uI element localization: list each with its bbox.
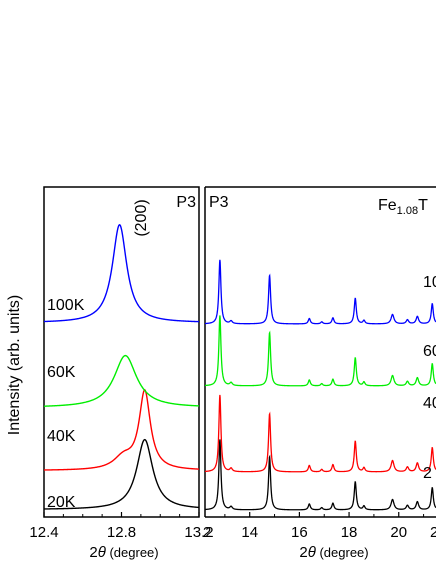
right-series-100K	[204, 259, 436, 325]
right-series-label-20K: 2	[423, 465, 432, 482]
left-series-100K	[43, 224, 200, 323]
left-tick-label-2: 13.2	[184, 524, 213, 541]
right-tick-label-0: 14	[241, 524, 258, 541]
left-x-axis-label: 2θ (degree)	[89, 544, 158, 561]
right-tick-label-2: 18	[341, 524, 358, 541]
right-series-20K	[204, 439, 436, 511]
left-tick-label-0: 12.4	[29, 524, 58, 541]
compound-prefix: Fe	[378, 197, 397, 214]
right-xlabel-theta: θ	[308, 544, 316, 561]
right-tick-label-edge-right: 2	[430, 524, 436, 541]
left-xlabel-unit: (degree)	[106, 545, 159, 560]
compound-label: Fe1.08T	[378, 197, 428, 217]
left-panel-frame	[43, 186, 200, 518]
right-xlabel-symbol: 2	[299, 544, 307, 561]
right-curves	[204, 259, 436, 511]
right-tick-label-1: 16	[291, 524, 308, 541]
left-series-labels: 20K 40K 60K 100K	[47, 297, 85, 511]
left-series-label-40K: 40K	[47, 428, 76, 445]
left-series-60K	[43, 354, 200, 407]
compound-suffix: T	[418, 197, 428, 214]
right-series-label-100K: 100	[423, 274, 436, 291]
left-panel-label: P3	[176, 194, 196, 211]
left-ticks: 12.4 12.8 13.2	[29, 512, 214, 541]
left-curves	[43, 224, 200, 510]
right-series-40K	[204, 394, 436, 473]
right-series-label-60K: 60	[423, 343, 436, 360]
left-series-label-20K: 20K	[47, 494, 76, 511]
left-series-40K	[43, 388, 200, 471]
right-tick-label-3: 20	[390, 524, 407, 541]
left-tick-label-1: 12.8	[107, 524, 136, 541]
right-panel-label: P3	[209, 194, 229, 211]
y-axis-label: Intensity (arb. units)	[6, 295, 23, 436]
left-xlabel-symbol: 2	[89, 544, 97, 561]
right-series-60K	[204, 315, 436, 387]
right-x-axis-label: 2θ (degree)	[299, 544, 368, 561]
right-tick-label-edge-left: 2	[203, 524, 211, 541]
left-series-20K	[43, 438, 200, 510]
left-series-label-60K: 60K	[47, 364, 76, 381]
compound-subscript: 1.08	[397, 205, 418, 217]
right-series-labels: 2 40 60 100	[423, 274, 436, 482]
right-xlabel-unit: (degree)	[316, 545, 369, 560]
right-series-label-40K: 40	[423, 395, 436, 412]
peak-label: (200)	[133, 199, 150, 236]
left-series-label-100K: 100K	[47, 297, 85, 314]
right-ticks: 14 16 18 202 2	[203, 512, 436, 541]
left-xlabel-theta: θ	[98, 544, 106, 561]
